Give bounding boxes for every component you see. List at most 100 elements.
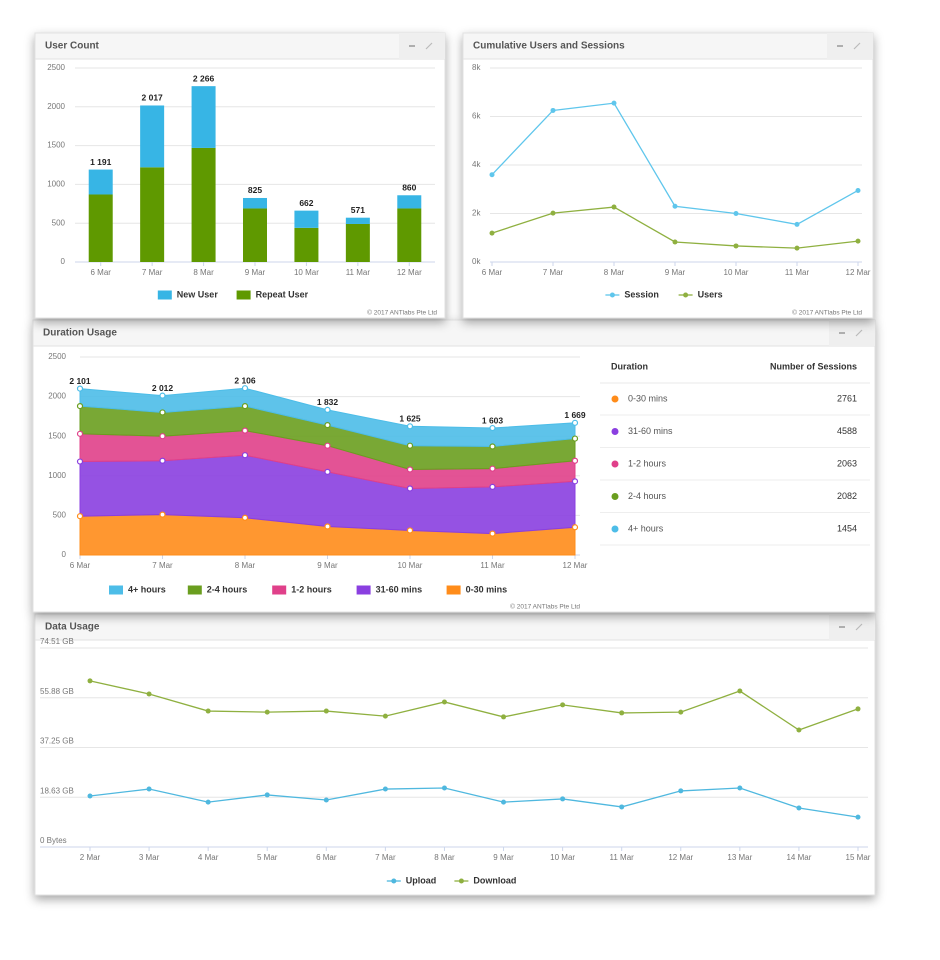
legend-label[interactable]: 0-30 mins xyxy=(466,584,508,594)
legend-dot xyxy=(683,292,689,298)
panel-title: Data Usage xyxy=(45,622,100,633)
expand-icon[interactable] xyxy=(855,329,863,337)
legend-label[interactable]: Session xyxy=(624,289,659,299)
x-tick-label: 6 Mar xyxy=(90,268,111,277)
y-tick-label: 0k xyxy=(472,257,481,266)
bar-segment xyxy=(294,210,319,228)
line-point xyxy=(550,107,556,113)
header-tool[interactable] xyxy=(827,33,873,59)
y-tick-label: 0 xyxy=(62,550,67,559)
x-tick-label: 10 Mar xyxy=(294,268,319,277)
legend-label[interactable]: Users xyxy=(698,289,723,299)
line-point xyxy=(323,708,329,714)
area-point xyxy=(489,483,496,490)
line-point xyxy=(678,709,684,715)
legend-label[interactable]: 1-2 hours xyxy=(291,584,332,594)
row-label: 4+ hours xyxy=(628,523,664,533)
x-tick-label: 7 Mar xyxy=(152,561,173,570)
total-label: 825 xyxy=(248,185,262,195)
y-tick-label: 4k xyxy=(472,160,481,169)
expand-icon[interactable] xyxy=(855,623,863,631)
y-tick-label: 55.88 GB xyxy=(40,687,74,696)
row-label: 2-4 hours xyxy=(628,491,667,501)
row-value: 2063 xyxy=(837,458,857,468)
header-tool[interactable] xyxy=(829,614,875,640)
area-point xyxy=(406,485,414,492)
area-point xyxy=(324,442,331,449)
row-dot xyxy=(611,525,619,533)
row-value: 2082 xyxy=(837,491,857,501)
total-label: 1 191 xyxy=(90,157,112,167)
y-tick-label: 2000 xyxy=(48,392,66,401)
line-point xyxy=(619,804,625,810)
x-tick-label: 6 Mar xyxy=(482,268,503,277)
area-point xyxy=(159,392,166,399)
x-tick-label: 7 Mar xyxy=(543,268,564,277)
area-point xyxy=(241,514,249,521)
line-point xyxy=(733,243,739,249)
header-tool[interactable] xyxy=(829,320,875,346)
total-label: 571 xyxy=(351,205,365,215)
area-point xyxy=(241,452,249,459)
legend-label[interactable]: 2-4 hours xyxy=(207,584,248,594)
credit: © 2017 ANTlabs Pte Ltd xyxy=(792,309,862,317)
total-label: 2 101 xyxy=(69,376,91,386)
legend-label[interactable]: Upload xyxy=(406,875,437,885)
bar-segment xyxy=(243,208,267,262)
area-point xyxy=(489,530,496,537)
x-tick-label: 11 Mar xyxy=(346,268,371,277)
expand-icon[interactable] xyxy=(853,42,861,50)
y-tick-label: 37.25 GB xyxy=(40,737,74,746)
area-point xyxy=(76,403,84,410)
panel-title: User Count xyxy=(45,41,100,52)
line-point xyxy=(489,172,495,178)
legend-swatch xyxy=(157,290,172,300)
legend-label[interactable]: Repeat User xyxy=(256,289,309,299)
x-tick-label: 11 Mar xyxy=(610,853,635,862)
row-dot xyxy=(611,460,619,468)
area-point xyxy=(324,468,331,475)
line-point xyxy=(264,709,270,715)
area-point xyxy=(571,478,579,485)
bar-segment xyxy=(191,147,216,262)
legend-label[interactable]: 4+ hours xyxy=(128,584,166,594)
row-dot xyxy=(611,493,619,500)
x-tick-label: 9 Mar xyxy=(317,561,338,570)
area-point xyxy=(76,385,84,392)
header-tool[interactable] xyxy=(399,33,445,59)
y-tick-label: 74.51 GB xyxy=(40,637,74,646)
x-tick-label: 10 Mar xyxy=(724,268,749,277)
x-tick-label: 14 Mar xyxy=(786,853,811,862)
line-point xyxy=(146,786,152,792)
bar-segment xyxy=(140,167,165,262)
legend-label[interactable]: Download xyxy=(473,875,516,885)
x-tick-label: 13 Mar xyxy=(727,853,752,862)
legend-label[interactable]: 31-60 mins xyxy=(376,584,423,594)
x-tick-label: 12 Mar xyxy=(668,853,693,862)
y-tick-label: 1500 xyxy=(48,431,66,440)
line-point xyxy=(855,238,861,244)
row-value: 2761 xyxy=(837,393,857,403)
table-header: Number of Sessions xyxy=(770,361,857,371)
x-tick-label: 10 Mar xyxy=(398,561,423,570)
credit: © 2017 ANTlabs Pte Ltd xyxy=(367,309,437,317)
x-tick-label: 5 Mar xyxy=(257,853,278,862)
line-point xyxy=(678,788,684,794)
line-point xyxy=(489,230,495,236)
line-point xyxy=(611,204,617,210)
line-point xyxy=(560,702,566,708)
row-label: 1-2 hours xyxy=(628,458,667,468)
line-point xyxy=(672,239,678,245)
area-point xyxy=(324,422,331,429)
area-point xyxy=(489,424,496,432)
line-point xyxy=(146,691,152,697)
row-value: 4588 xyxy=(837,426,857,436)
line-point xyxy=(794,245,800,251)
legend-label[interactable]: New User xyxy=(177,289,219,299)
x-tick-label: 6 Mar xyxy=(316,853,337,862)
expand-icon[interactable] xyxy=(425,42,433,50)
x-tick-label: 2 Mar xyxy=(80,853,101,862)
area-point xyxy=(76,430,84,437)
area-point xyxy=(241,427,249,434)
